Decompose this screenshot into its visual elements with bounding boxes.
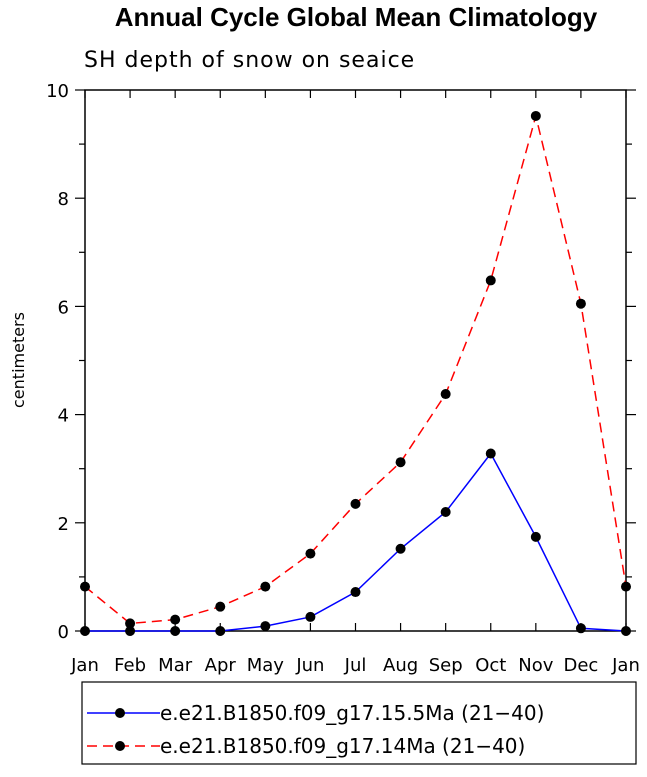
chart-title: Annual Cycle Global Mean Climatology xyxy=(115,2,598,32)
y-axis-label: centimeters xyxy=(9,312,28,408)
data-point-s1-6 xyxy=(350,498,361,509)
series-line-0 xyxy=(85,452,627,632)
plot-frame xyxy=(84,89,627,632)
legend-label-0: e.e21.B1850.f09_g17.15.5Ma (21−40) xyxy=(160,701,544,725)
x-tick-label: Jul xyxy=(344,655,367,676)
legend-marker-1 xyxy=(115,741,125,751)
x-tick-label: Nov xyxy=(518,655,553,676)
data-point-s1-7 xyxy=(395,457,406,468)
data-point-s0-6 xyxy=(350,587,361,598)
data-point-s1-0 xyxy=(80,581,90,592)
series-line-1 xyxy=(84,115,627,625)
y-tick-label: 6 xyxy=(58,297,69,318)
x-tick-label: Feb xyxy=(114,655,146,676)
data-point-s1-12 xyxy=(621,581,631,592)
data-point-s1-2 xyxy=(170,614,181,625)
data-point-s1-5 xyxy=(305,548,316,559)
series-lines xyxy=(84,115,627,632)
x-tick-label: Aug xyxy=(383,655,418,676)
y-tick-label: 0 xyxy=(58,622,69,643)
legend-label-1: e.e21.B1850.f09_g17.14Ma (21−40) xyxy=(160,734,525,758)
data-point-s0-8 xyxy=(440,506,451,517)
x-tick-label: Dec xyxy=(563,655,598,676)
x-tick-label: Oct xyxy=(475,655,506,676)
y-tick-label: 4 xyxy=(58,406,69,427)
y-tick-label: 2 xyxy=(58,514,69,535)
data-point-s0-1 xyxy=(125,626,136,636)
data-point-s0-12 xyxy=(621,626,631,636)
series-markers xyxy=(80,110,631,636)
legend-marker-0 xyxy=(115,708,125,718)
x-tick-label: Jan xyxy=(70,655,99,676)
x-tick-label: Mar xyxy=(158,655,193,676)
data-point-s0-10 xyxy=(530,531,541,542)
data-point-s0-5 xyxy=(305,611,316,622)
axis-ticks: Jan Feb Mar Apr May Jun Jul Aug Sep Oct Nov Dec Jan0… xyxy=(46,81,640,676)
legend: e.e21.B1850.f09_g17.15.5Ma (21−40) e.e21.… xyxy=(87,701,544,758)
data-point-s1-1 xyxy=(125,618,136,629)
x-tick-label: May xyxy=(247,655,285,676)
y-tick-label: 8 xyxy=(58,189,69,210)
data-point-s1-4 xyxy=(260,581,271,592)
data-point-s0-4 xyxy=(260,621,271,632)
chart-subtitle: SH depth of snow on seaice xyxy=(84,48,415,73)
x-tick-label: Jan xyxy=(611,655,640,676)
legend-box xyxy=(81,681,637,765)
data-point-s1-8 xyxy=(440,389,451,400)
data-point-s1-9 xyxy=(485,275,496,286)
data-point-s1-10 xyxy=(530,110,541,121)
data-point-s0-0 xyxy=(80,626,90,636)
x-tick-label: Apr xyxy=(205,655,237,676)
data-point-s0-11 xyxy=(575,623,586,634)
data-point-s0-7 xyxy=(395,543,406,554)
x-tick-label: Jun xyxy=(295,655,324,676)
data-point-s1-11 xyxy=(575,298,586,309)
y-tick-label: 10 xyxy=(46,81,69,102)
data-point-s0-2 xyxy=(170,626,181,636)
data-point-s0-3 xyxy=(215,626,226,636)
data-point-s1-3 xyxy=(215,601,226,612)
data-point-s0-9 xyxy=(485,448,496,459)
x-tick-label: Sep xyxy=(429,655,463,676)
